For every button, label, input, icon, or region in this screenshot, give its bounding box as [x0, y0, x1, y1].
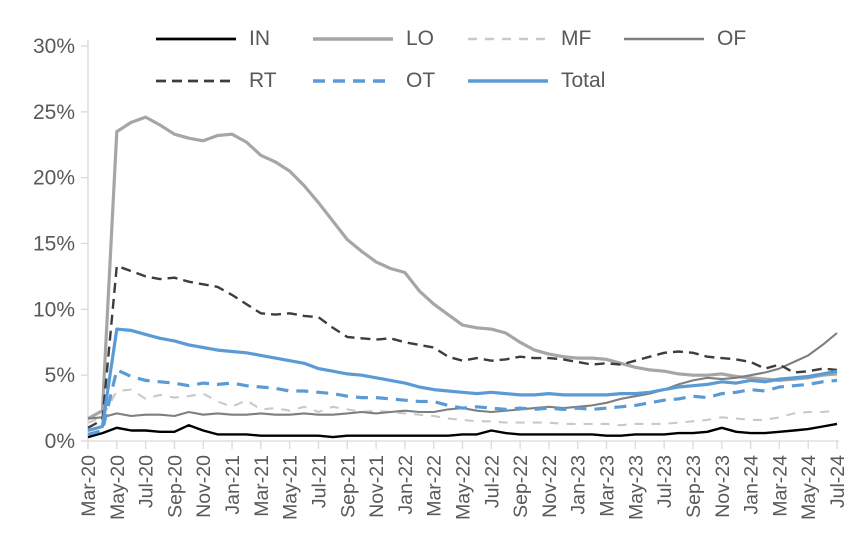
x-axis-label: Mar-22: [424, 455, 446, 517]
legend-item-lo: LO: [312, 27, 434, 51]
x-axis-label: May-23: [625, 455, 647, 520]
series-line-in: [87, 422, 838, 439]
legend-item-mf: MF: [467, 27, 591, 51]
x-axis-label: Jul-24: [827, 455, 849, 508]
series-line-lo: [87, 115, 838, 421]
x-axis-label: Nov-21: [366, 455, 388, 518]
x-axis-label: Sep-23: [683, 455, 705, 518]
x-axis-label: May-24: [798, 455, 820, 520]
chart-legend: IN LO MF OF RT OT Total: [0, 0, 852, 110]
x-axis-label: Jan-21: [222, 455, 244, 515]
series-line-total: [87, 327, 838, 433]
legend-line-of-icon: [624, 37, 704, 41]
x-axis-label: Mar-21: [251, 455, 273, 517]
legend-line-in-icon: [156, 37, 236, 41]
legend-label-rt: RT: [249, 69, 277, 92]
legend-label-ot: OT: [406, 69, 436, 92]
x-axis-label: Mar-23: [597, 455, 619, 517]
x-axis-label: Sep-22: [510, 455, 532, 518]
y-axis-label: 30%: [33, 35, 75, 58]
y-axis-label: 10%: [33, 298, 75, 321]
legend-label-total: Total: [561, 69, 606, 92]
x-axis-label: May-20: [107, 455, 129, 520]
legend-line-total-icon: [468, 79, 548, 83]
legend-item-in: IN: [155, 27, 270, 51]
legend-item-ot: OT: [312, 69, 435, 93]
x-axis-label: Jul-21: [308, 455, 330, 508]
x-axis-label: Jul-20: [136, 455, 158, 508]
x-axis-label: May-21: [280, 455, 302, 520]
legend-line-rt-icon: [156, 79, 236, 83]
x-axis-label: Jul-23: [654, 455, 676, 508]
x-axis-label: Jan-23: [568, 455, 590, 515]
x-axis-label: Jan-24: [741, 455, 763, 515]
x-axis-label: Sep-21: [337, 455, 359, 518]
series-line-ot: [87, 368, 838, 436]
x-axis-label: Mar-24: [769, 455, 791, 517]
legend-label-lo: LO: [406, 27, 435, 50]
legend-line-mf-icon: [468, 37, 548, 41]
y-axis-label: 0%: [45, 430, 75, 453]
x-axis-label: Jul-22: [481, 455, 503, 508]
legend-label-in: IN: [249, 27, 270, 50]
x-axis-label: Nov-22: [539, 455, 561, 518]
legend-line-lo-icon: [313, 37, 393, 41]
legend-label-of: OF: [717, 27, 747, 50]
series-line-rt: [87, 264, 838, 429]
legend-item-of: OF: [623, 27, 746, 51]
legend-item-total: Total: [467, 69, 605, 93]
y-axis-label: 20%: [33, 167, 75, 190]
x-axis-label: Mar-20: [78, 455, 100, 517]
y-axis-label: 5%: [45, 364, 75, 387]
x-axis-label: Jan-22: [395, 455, 417, 515]
y-axis-label: 25%: [33, 101, 75, 124]
x-axis-label: May-22: [453, 455, 475, 520]
x-axis-label: Sep-20: [164, 455, 186, 518]
x-axis-label: Nov-23: [712, 455, 734, 518]
legend-line-ot-icon: [313, 79, 393, 83]
legend-item-rt: RT: [155, 69, 277, 93]
y-axis-label: 15%: [33, 233, 75, 256]
legend-label-mf: MF: [561, 27, 592, 50]
x-axis-label: Nov-20: [193, 455, 215, 518]
